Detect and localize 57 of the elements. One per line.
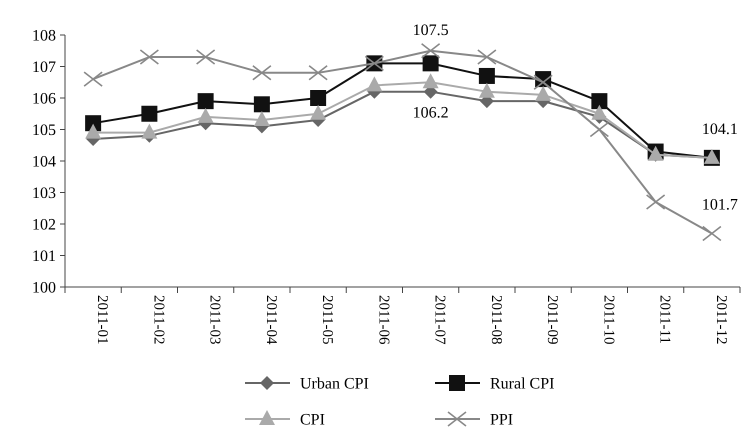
point — [533, 74, 553, 90]
x-tick-label: 2011-08 — [488, 295, 504, 344]
x-tick-label: 2011-03 — [206, 295, 223, 344]
point — [85, 124, 102, 139]
annotation: 107.5 — [412, 22, 449, 39]
point — [310, 90, 326, 106]
annotation: 101.7 — [702, 196, 738, 214]
x-tick-label: 2011-12 — [712, 295, 729, 344]
point — [478, 68, 495, 84]
point — [254, 96, 270, 112]
point — [198, 93, 214, 110]
point — [83, 71, 103, 87]
x-tick-label: 2011-11 — [656, 295, 673, 344]
x-tick-label: 2011-06 — [375, 295, 392, 345]
y-tick-label: 100 — [32, 280, 56, 297]
x-tick-label: 2011-07 — [432, 295, 448, 345]
y-tick-label: 106 — [32, 90, 56, 108]
x-tick-label: 2011-01 — [94, 295, 110, 344]
point — [310, 104, 326, 120]
point — [198, 108, 214, 123]
point — [422, 73, 439, 88]
point — [591, 93, 608, 110]
point — [477, 49, 497, 65]
point — [535, 86, 552, 101]
x-tick-label: 2011-09 — [544, 295, 560, 344]
point — [140, 49, 160, 65]
point — [196, 49, 216, 65]
y-tick-label: 101 — [32, 248, 56, 266]
point — [422, 55, 439, 72]
legend-label: PPI — [490, 412, 514, 429]
point — [308, 65, 328, 81]
x-tick-label: 2011-10 — [600, 295, 616, 344]
point — [478, 82, 495, 98]
y-tick-label: 103 — [32, 185, 56, 202]
point — [591, 104, 608, 120]
point — [252, 65, 272, 81]
y-tick-label: 105 — [32, 122, 56, 140]
x-tick-label: 2011-04 — [262, 295, 279, 345]
point — [420, 42, 440, 59]
y-tick-label: 108 — [32, 28, 56, 45]
point — [254, 111, 270, 126]
legend-label: Urban CPI — [300, 376, 369, 393]
legend-label: CPI — [300, 412, 325, 429]
point — [702, 226, 722, 242]
y-tick-label: 102 — [32, 216, 56, 234]
annotation: 106.2 — [412, 104, 449, 122]
point — [141, 124, 158, 139]
x-tick-label: 2011-02 — [150, 295, 166, 344]
y-tick-label: 104 — [32, 154, 56, 171]
point — [646, 194, 666, 210]
point — [590, 122, 610, 138]
point — [366, 76, 382, 92]
y-tick-label: 107 — [32, 59, 56, 76]
annotation: 104.1 — [702, 120, 738, 138]
x-tick-label: 2011-05 — [319, 295, 336, 344]
legend-label: Rural CPI — [490, 376, 554, 393]
point — [141, 106, 158, 122]
